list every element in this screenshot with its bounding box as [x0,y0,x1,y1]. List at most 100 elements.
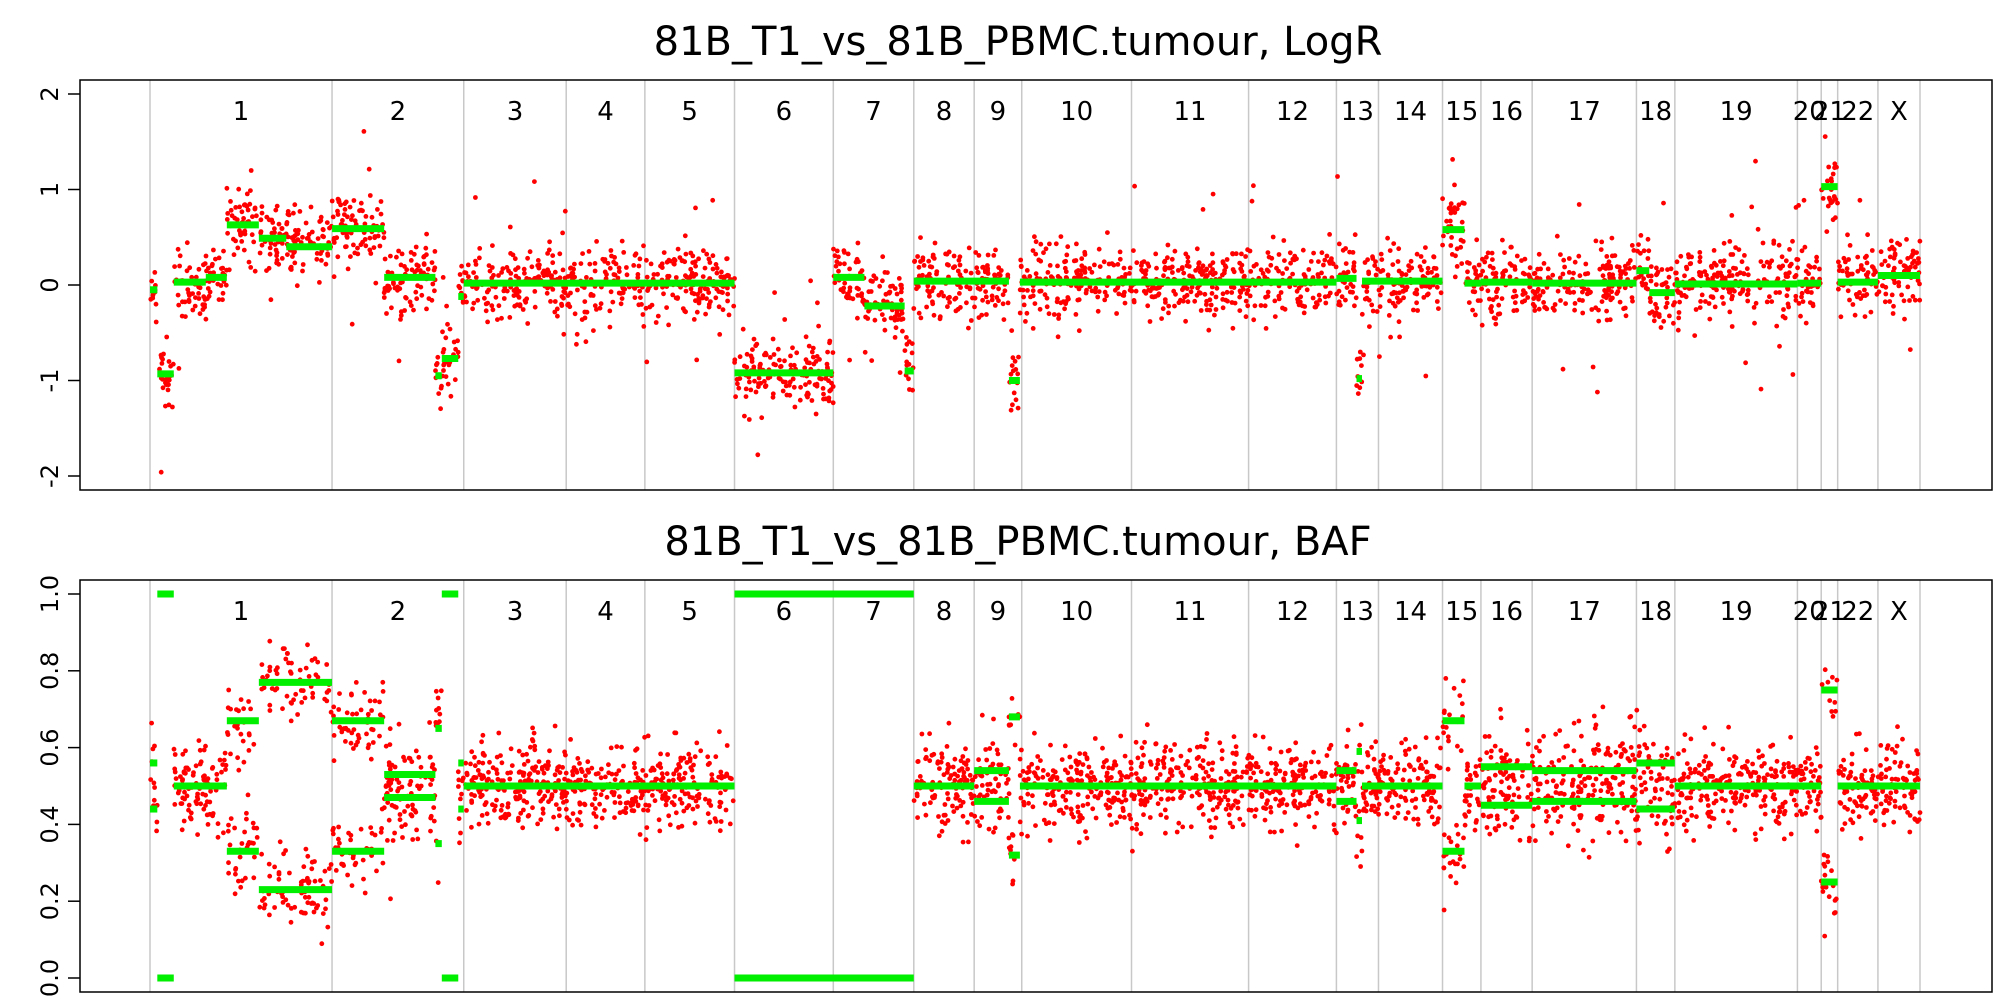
data-point [1635,248,1640,254]
data-point [1461,201,1467,206]
data-point [1159,316,1164,321]
data-point [1726,269,1732,274]
data-point [1261,805,1266,811]
data-point [1298,803,1304,808]
data-point [309,901,314,906]
data-point [946,262,951,268]
data-point [1038,258,1044,264]
data-point [557,770,563,775]
data-point [866,289,872,295]
data-point [1316,259,1321,264]
data-point [176,366,182,371]
chromosome-label: 13 [1341,597,1374,627]
data-point [725,285,730,291]
data-point [1489,250,1495,256]
data-point [521,789,527,795]
data-point [1265,289,1271,295]
data-point [1384,811,1390,817]
data-point [1370,256,1376,261]
data-point [1639,280,1645,286]
data-point [1545,275,1551,281]
data-point [673,730,679,736]
data-point [261,685,267,691]
data-point [239,239,245,244]
data-point [231,236,236,242]
data-point [1096,289,1102,294]
data-point [361,876,366,882]
data-point [1882,258,1888,264]
data-point [1697,250,1703,255]
data-point [1138,764,1144,770]
data-point [1530,301,1536,307]
data-point [897,370,903,375]
data-point [1117,249,1123,255]
data-point [216,297,222,302]
data-point [1901,298,1907,304]
data-point [1079,778,1085,784]
data-point [1308,794,1314,800]
data-point [1142,802,1148,808]
data-point [1356,808,1362,814]
data-point [1326,801,1332,807]
data-point [239,878,245,884]
data-point [1180,287,1185,293]
data-point [396,248,401,254]
data-point [634,746,640,752]
data-point [507,776,513,782]
data-point [172,264,178,269]
data-point [1489,309,1494,315]
data-point [223,282,229,288]
data-point [915,759,921,764]
data-point [315,659,321,665]
data-point [550,253,556,258]
data-point [469,798,474,804]
data-point [1479,286,1484,292]
data-point [1351,260,1357,266]
data-point [1417,264,1423,269]
data-point [1252,303,1258,309]
data-point [664,305,669,310]
data-point [1162,297,1168,302]
data-point [791,384,797,390]
data-point [347,204,353,210]
data-point [675,246,681,252]
data-point [248,168,254,173]
data-point [707,798,712,804]
data-point [1073,759,1079,765]
data-point [1272,314,1278,319]
data-point [1796,301,1802,306]
data-point [942,802,948,807]
data-point [196,284,202,290]
data-point [1545,266,1551,272]
data-point [428,782,433,787]
data-point [356,735,362,741]
data-point [201,262,206,268]
data-point [652,798,658,804]
data-point [505,804,511,810]
data-point [592,796,598,802]
data-point [713,819,719,824]
data-point [402,809,407,814]
data-point [224,217,230,222]
data-point [1781,307,1786,312]
data-point [1031,770,1037,775]
data-point [1220,260,1226,266]
data-point [916,310,922,316]
data-point [203,253,209,259]
data-point [403,295,408,300]
data-point [996,271,1002,277]
data-point [1743,360,1748,366]
data-point [303,846,309,852]
data-point [1408,258,1414,264]
data-point [340,218,345,223]
data-point [1864,260,1870,266]
data-point [563,285,569,291]
data-point [1237,816,1243,822]
data-point [923,812,929,818]
data-point [1626,261,1631,266]
data-point [1737,291,1743,297]
data-point [415,836,421,842]
data-point [372,235,378,241]
data-point [300,688,306,694]
